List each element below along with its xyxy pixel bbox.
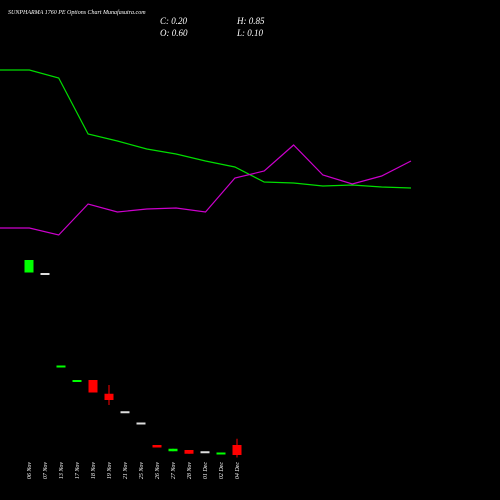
candle-body [216,452,226,455]
x-tick-label: 18 Nov [91,462,97,480]
candle-body [168,448,178,452]
candle-body [40,273,50,275]
candle-body [200,451,210,454]
open-info: O: 0.60 [160,28,188,38]
indicator-line [0,144,412,236]
x-tick-label: 07 Nov [43,462,49,480]
x-tick-label: 25 Nov [139,462,145,480]
high-info: H: 0.85 [236,16,265,26]
x-tick-label: 01 Dec [203,462,209,479]
candle-body [120,411,130,414]
x-tick-label: 26 Nov [155,462,161,480]
low-info: L: 0.10 [236,28,264,38]
x-tick-label: 04 Dec [234,462,241,479]
x-tick-label: 13 Nov [59,462,65,480]
x-tick-label: 17 Nov [75,462,81,480]
chart-title: SUNPHARMA 1760 PE Options Chart Munafasu… [8,9,146,16]
candle-body [104,393,114,400]
candle-body [152,445,162,448]
candle-body [88,380,98,393]
candle-body [184,450,194,454]
candle-body [72,380,82,382]
x-tick-label: 19 Nov [107,462,113,480]
candle-body [56,365,66,368]
candle-body [136,422,146,425]
x-tick-label: 27 Nov [171,462,177,480]
x-tick-label: 28 Nov [187,462,193,480]
x-tick-label: 02 Dec [219,462,225,479]
x-tick-label: 21 Nov [123,462,129,480]
close-info: C: 0.20 [160,16,188,26]
indicator-line [0,69,412,189]
x-tick-label: 06 Nov [27,462,33,480]
candle-body [24,260,34,273]
candle-body [232,445,242,455]
